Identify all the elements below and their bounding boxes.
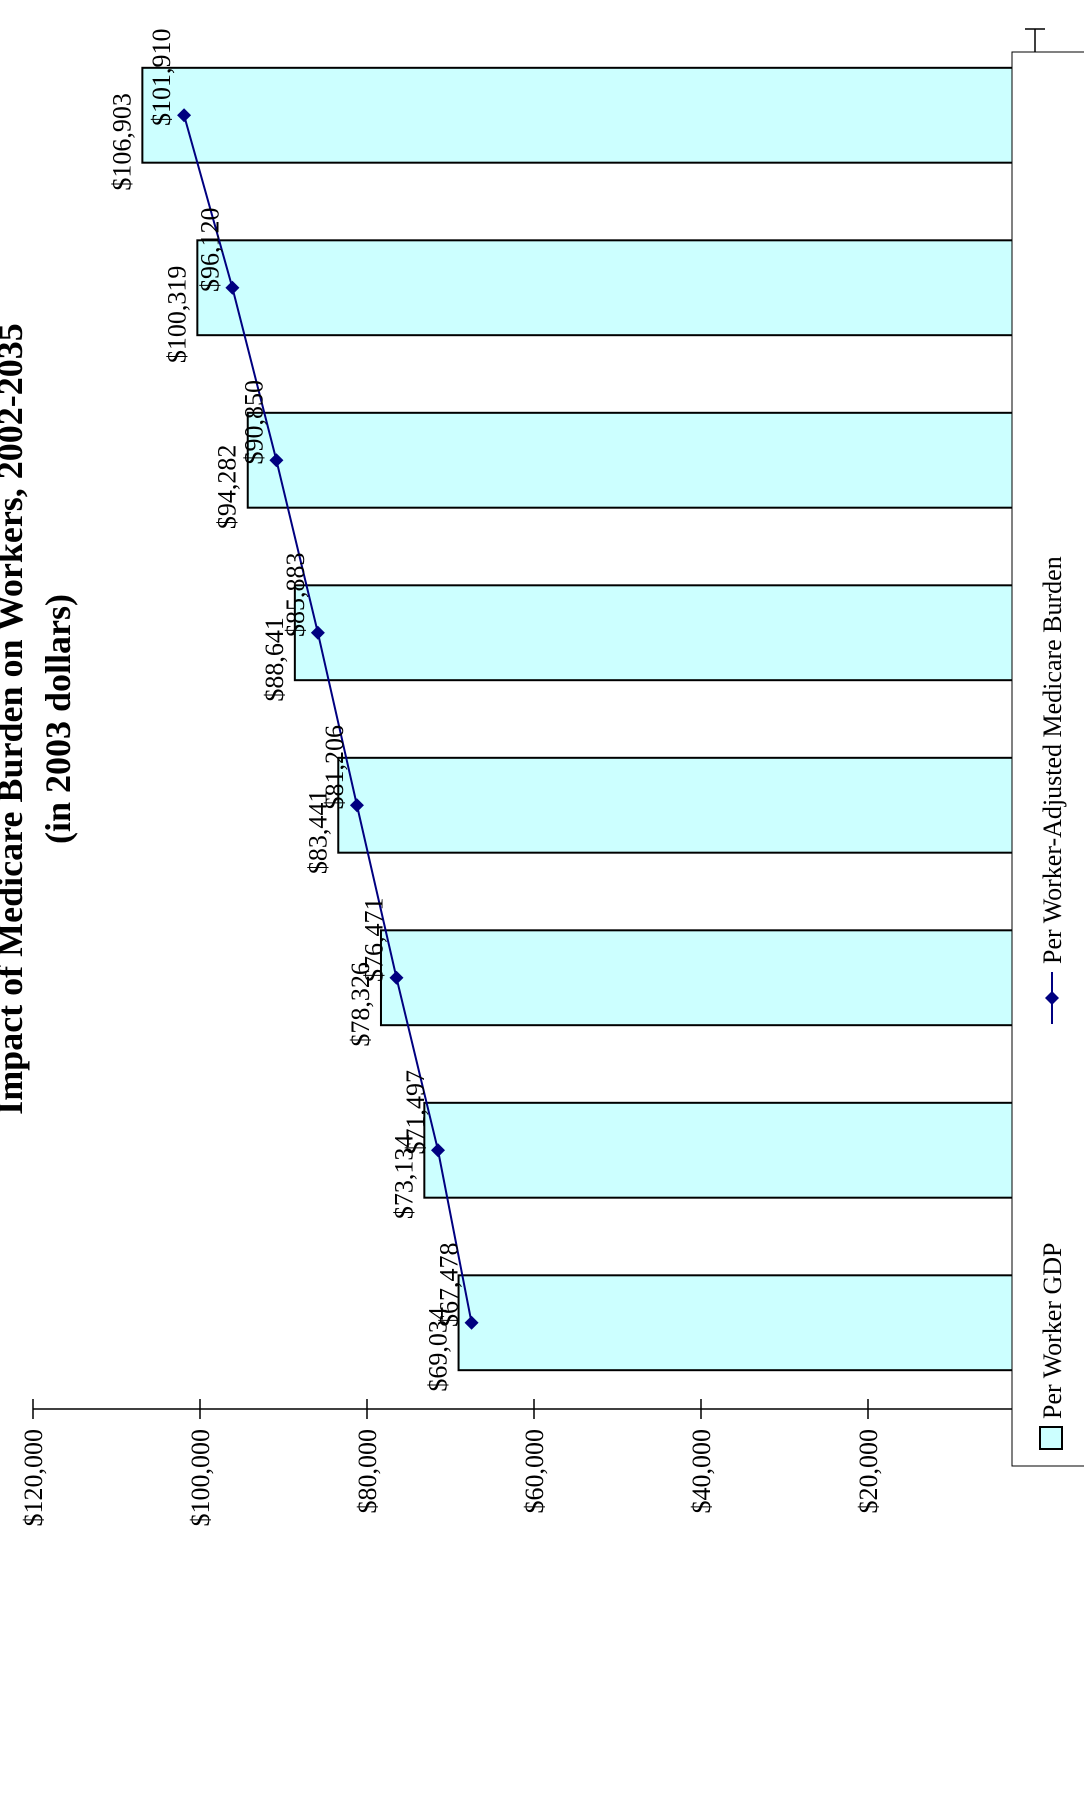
line-value-label: $71,497 [401, 1070, 430, 1155]
data-labels-group: $69,034 $73,134 $78,326 $83,441 $88,641 $94,2… [107, 29, 463, 1392]
bar [196, 239, 1036, 337]
y-axis-group: $0$20,000$40,000$60,000$80,000$100,000$1… [19, 1399, 1050, 1527]
chart-rotated-group: Impact of Medicare Burden on Workers, 20… [0, 28, 1084, 1527]
bar-value-label: $73,134 [389, 1135, 418, 1220]
y-tick-label: $20,000 [854, 1429, 883, 1514]
line-series-group [177, 108, 479, 1330]
y-tick-label: $40,000 [687, 1429, 716, 1514]
line-point-marker [389, 970, 404, 985]
bar [141, 66, 1037, 164]
chart-title-group: Impact of Medicare Burden on Workers, 20… [0, 323, 78, 1115]
line-value-label: $96,120 [195, 208, 224, 293]
line-point-marker [177, 108, 192, 123]
bar [337, 756, 1036, 854]
line-point-marker [269, 453, 284, 468]
legend-box [1011, 51, 1084, 1467]
legend-label-burden: Per Worker-Adjusted Medicare Burden [1038, 556, 1067, 964]
line-value-label: $90,850 [239, 380, 268, 465]
bar-value-label: $100,319 [162, 266, 191, 364]
line-value-label: $101,910 [147, 29, 176, 127]
bar [246, 411, 1036, 509]
bar-value-label: $83,441 [303, 790, 332, 875]
legend: Per Worker GDP Per Worker-Adjusted Medica… [1011, 51, 1084, 1467]
bar-value-label: $94,282 [213, 445, 242, 530]
chart-title: Impact of Medicare Burden on Workers, 20… [0, 323, 30, 1115]
chart-subtitle: (in 2003 dollars) [38, 594, 78, 844]
y-tick-label: $80,000 [353, 1429, 382, 1514]
line-point-marker [310, 625, 325, 640]
line-value-label: $85,883 [281, 553, 310, 638]
bar-value-label: $106,903 [107, 93, 136, 191]
legend-label-gdp: Per Worker GDP [1038, 1242, 1067, 1419]
line-point-marker [431, 1143, 446, 1158]
line-point-marker [349, 798, 364, 813]
line-value-label: $67,478 [435, 1243, 464, 1328]
line-point-marker [225, 280, 240, 295]
line-point-marker [464, 1315, 479, 1330]
legend-swatch-gdp [1039, 1426, 1063, 1450]
bars-group [141, 66, 1037, 1372]
bar-value-label: $88,641 [260, 617, 289, 702]
bar [423, 1101, 1036, 1199]
line-value-label: $81,206 [320, 725, 349, 810]
bar [457, 1274, 1036, 1372]
bar-value-label: $78,326 [346, 962, 375, 1046]
line-value-label: $76,471 [359, 898, 388, 983]
bar [293, 584, 1036, 682]
medicare-burden-line [183, 114, 473, 1323]
bar-value-label: $69,034 [424, 1307, 453, 1392]
bar [379, 929, 1036, 1027]
y-tick-label: $100,000 [186, 1429, 215, 1527]
legend-swatch-marker [1045, 991, 1059, 1005]
y-tick-label: $120,000 [19, 1429, 48, 1527]
y-tick-label: $60,000 [520, 1429, 549, 1514]
